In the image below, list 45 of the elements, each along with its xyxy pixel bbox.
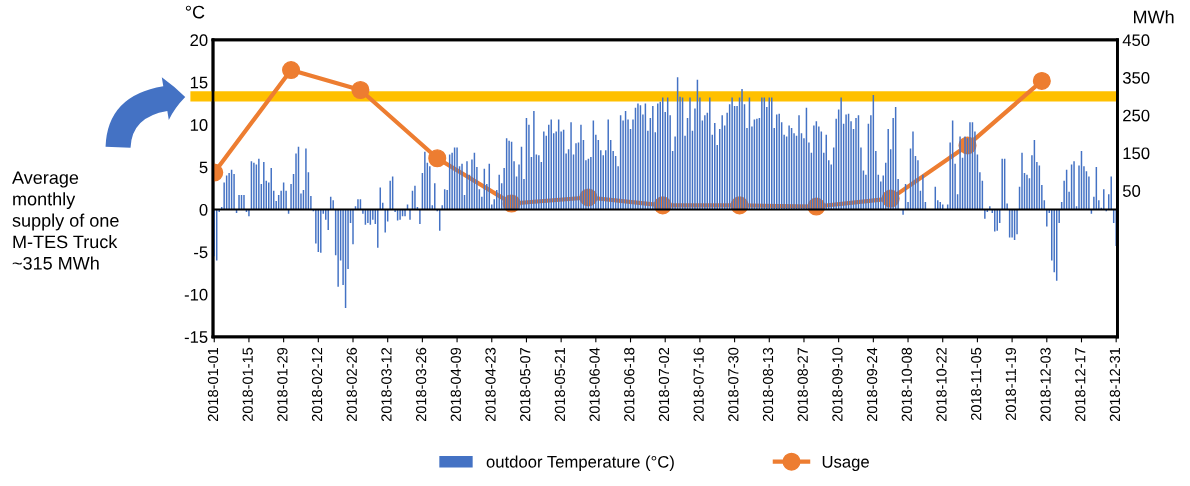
x-tick-label: 2018-11-19: [1005, 347, 1017, 420]
y2-tick-label: 150: [1123, 147, 1150, 160]
y-axis-title: °C: [185, 5, 205, 19]
y2-tick-label: 450: [1122, 34, 1150, 47]
y-tick-label: -10: [184, 288, 208, 301]
x-tick-label: 2018-07-02: [658, 347, 670, 422]
x-tick-label: 2018-05-21: [554, 347, 566, 422]
y-tick-label: -5: [194, 246, 208, 259]
y2-tick-label: 250: [1123, 109, 1150, 122]
y-tick-label: 20: [190, 34, 208, 47]
x-tick-label: 2018-11-05: [971, 347, 982, 420]
y2-tick-label: 350: [1122, 71, 1150, 84]
x-tick-label: 2018-12-17: [1075, 347, 1086, 422]
x-tick-label: 2018-05-07: [520, 347, 531, 422]
x-tick-label: 2018-08-27: [797, 347, 808, 422]
x-tick-label: 2018-01-29: [277, 347, 288, 422]
x-tick-label: 2018-10-08: [901, 347, 912, 422]
legend-label: outdoor Temperature (°C): [486, 455, 674, 471]
x-tick-label: 2018-10-22: [936, 347, 947, 422]
x-tick-label: 2018-07-30: [728, 347, 739, 422]
x-tick-label: 2018-03-12: [381, 347, 392, 422]
y2-tick-label: 50: [1122, 185, 1141, 197]
x-tick-label: 2018-01-01: [207, 347, 219, 422]
x-tick-label: 2018-09-24: [866, 347, 878, 422]
x-tick-label: 2018-09-10: [832, 347, 843, 422]
x-tick-label: 2018-04-23: [485, 347, 496, 422]
legend-label: Usage: [822, 456, 869, 471]
x-tick-label: 2018-01-15: [242, 347, 253, 422]
x-tick-label: 2018-06-04: [589, 347, 600, 422]
text: Average monthly supply of one M-TES Truck ~315 MWh: [12, 171, 119, 270]
y-tick-label: 15: [190, 76, 208, 89]
y-tick-label: 0: [199, 203, 208, 216]
y2-axis-title: MWh: [1134, 10, 1174, 24]
x-tick-label: 2018-03-26: [415, 347, 427, 422]
x-tick-label: 2018-12-03: [1040, 347, 1051, 422]
x-tick-label: 2018-04-09: [450, 347, 461, 422]
x-tick-label: 2018-12-31: [1109, 347, 1121, 422]
x-tick-label: 2018-02-26: [346, 347, 357, 422]
x-tick-label: 2018-07-16: [693, 347, 704, 422]
y-tick-label: 5: [199, 161, 208, 174]
y-tick-label: -15: [184, 331, 208, 343]
y-tick-label: 10: [190, 119, 208, 131]
x-tick-label: 2018-06-18: [624, 347, 635, 422]
x-tick-label: 2018-08-13: [762, 347, 774, 422]
x-tick-label: 2018-02-12: [311, 347, 323, 422]
